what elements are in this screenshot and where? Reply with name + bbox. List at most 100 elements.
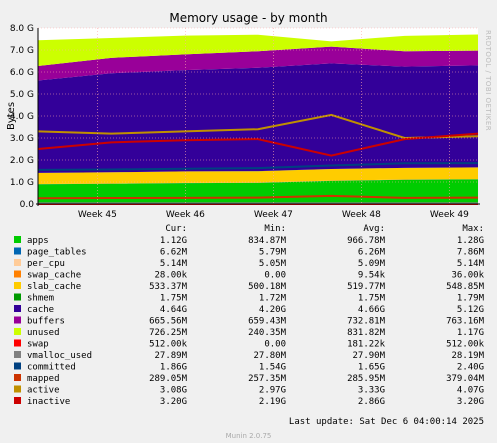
legend-header-cur: Cur:	[165, 224, 187, 234]
legend-header-min: Min:	[264, 224, 286, 234]
rrdtool-vertical-label: RRDTOOL / TOBI OETIKER	[484, 30, 492, 131]
legend-min: 1.54G	[259, 363, 286, 373]
line-mapped	[37, 194, 479, 200]
legend-min: 257.35M	[248, 374, 287, 384]
legend-max: 2.40G	[457, 363, 484, 373]
legend-max: 5.12G	[457, 305, 484, 315]
legend-cur: 512.00k	[149, 340, 188, 350]
legend-avg: 4.66G	[358, 305, 385, 315]
legend-min: 240.35M	[248, 328, 287, 338]
legend-row-unused: unused 726.25M 240.35M 831.82M 1.17G	[14, 328, 484, 338]
area-cache	[38, 63, 478, 173]
legend-row-inactive: inactive 3.20G 2.19G 2.86G 3.20G	[14, 397, 484, 407]
legend-min: 2.19G	[259, 397, 286, 407]
legend-row-swap_cache: swap_cache 28.00k 0.00 9.54k 36.00k	[14, 270, 485, 281]
y-tick-label: 4.0 G	[10, 112, 34, 122]
legend-row-apps: apps 1.12G 834.87M 966.78M 1.28G	[14, 236, 484, 246]
legend-cur: 1.12G	[160, 236, 187, 246]
x-tick-label: Week 49	[430, 210, 469, 220]
legend-cur: 3.20G	[160, 397, 187, 407]
legend-name: vmalloc_used	[27, 351, 92, 361]
legend-max: 7.86M	[457, 248, 485, 258]
legend-min: 1.72M	[259, 294, 287, 304]
legend-table: apps 1.12G 834.87M 966.78M 1.28G page_tables 6…	[14, 236, 485, 407]
legend-avg: 1.75M	[358, 294, 386, 304]
legend-row-slab_cache: slab_cache 533.37M 500.18M 519.77M 548.85M	[14, 282, 485, 292]
legend-max: 1.28G	[457, 236, 484, 246]
y-tick-label: 8.0 G	[10, 24, 34, 34]
legend-swatch	[14, 316, 21, 324]
legend-min: 2.97G	[259, 386, 286, 396]
y-tick-label: 0.0	[20, 200, 35, 210]
legend-avg: 831.82M	[347, 328, 386, 338]
legend-swatch	[14, 362, 21, 370]
legend-avg: 966.78M	[347, 236, 386, 246]
legend-cur: 726.25M	[149, 328, 188, 338]
legend-cur: 1.86G	[160, 363, 187, 373]
legend-min: 5.79M	[259, 248, 287, 258]
legend-cur: 28.00k	[154, 271, 187, 281]
legend-max: 36.00k	[451, 271, 484, 281]
legend-name: active	[27, 386, 60, 396]
x-tick-labels: Week 45 Week 46 Week 47 Week 48 Week 49	[78, 210, 469, 220]
legend-max: 4.07G	[457, 386, 484, 396]
legend-min: 0.00	[264, 340, 286, 350]
legend-name: committed	[27, 363, 76, 373]
legend-cur: 3.08G	[160, 386, 187, 396]
y-axis-label: Bytes	[6, 102, 17, 130]
legend-max: 379.04M	[446, 374, 485, 384]
legend-header-avg: Avg:	[363, 224, 385, 234]
last-update: Last update: Sat Dec 6 04:00:14 2025	[289, 417, 484, 427]
legend-row-swap: swap 512.00k 0.00 181.22k 512.00k	[14, 339, 485, 350]
legend-max: 1.79M	[457, 294, 485, 304]
legend-row-cache: cache 4.64G 4.20G 4.66G 5.12G	[14, 305, 484, 315]
legend-avg: 181.22k	[347, 340, 386, 350]
legend-row-per_cpu: per_cpu 5.14M 5.05M 5.09M 5.14M	[14, 259, 485, 269]
y-tick-label: 2.0 G	[10, 156, 34, 166]
area-slab_cache	[38, 167, 478, 184]
legend-max: 763.16M	[446, 317, 485, 327]
legend-row-committed: committed 1.86G 1.54G 1.65G 2.40G	[14, 362, 484, 373]
legend-row-active: active 3.08G 2.97G 3.33G 4.07G	[14, 385, 484, 396]
legend-row-page_tables: page_tables 6.62M 5.79M 6.26M 7.86M	[14, 247, 485, 258]
legend-cur: 533.37M	[149, 282, 188, 292]
legend-min: 27.80M	[253, 351, 286, 361]
legend-row-shmem: shmem 1.75M 1.72M 1.75M 1.79M	[14, 293, 485, 304]
x-tick-label: Week 47	[254, 210, 293, 220]
legend-cur: 27.89M	[154, 351, 187, 361]
chart-title: Memory usage - by month	[169, 11, 327, 25]
legend-max: 5.14M	[457, 259, 485, 269]
legend-swatch	[14, 259, 21, 266]
legend-max: 3.20G	[457, 397, 484, 407]
legend-name: apps	[27, 236, 49, 246]
legend-avg: 6.26M	[358, 248, 386, 258]
x-tick-label: Week 48	[342, 210, 381, 220]
legend-swatch	[14, 282, 21, 289]
legend-cur: 6.62M	[160, 248, 188, 258]
legend-avg: 5.09M	[358, 259, 386, 269]
legend-name: buffers	[27, 317, 65, 327]
legend-min: 0.00	[264, 271, 286, 281]
legend-avg: 732.81M	[347, 317, 386, 327]
legend-name: swap	[27, 340, 49, 350]
legend-row-mapped: mapped 289.05M 257.35M 285.95M 379.04M	[14, 374, 485, 384]
legend-swatch	[14, 397, 21, 404]
legend-swatch	[14, 293, 21, 301]
legend-swatch	[14, 305, 21, 312]
legend-min: 500.18M	[248, 282, 287, 292]
legend-swatch	[14, 236, 21, 243]
legend-avg: 3.33G	[358, 386, 385, 396]
legend-cur: 289.05M	[149, 374, 188, 384]
legend-min: 659.43M	[248, 317, 287, 327]
legend-name: per_cpu	[27, 259, 65, 269]
area-buffers	[38, 46, 478, 81]
y-tick-label: 7.0 G	[10, 46, 34, 56]
y-tick-label: 5.0 G	[10, 90, 34, 100]
legend-cur: 4.64G	[160, 305, 187, 315]
legend-avg: 27.90M	[352, 351, 385, 361]
legend-max: 1.17G	[457, 328, 484, 338]
y-tick-label: 6.0 G	[10, 68, 34, 78]
legend-name: unused	[27, 328, 60, 338]
legend-row-vmalloc_used: vmalloc_used 27.89M 27.80M 27.90M 28.19M	[14, 351, 485, 361]
